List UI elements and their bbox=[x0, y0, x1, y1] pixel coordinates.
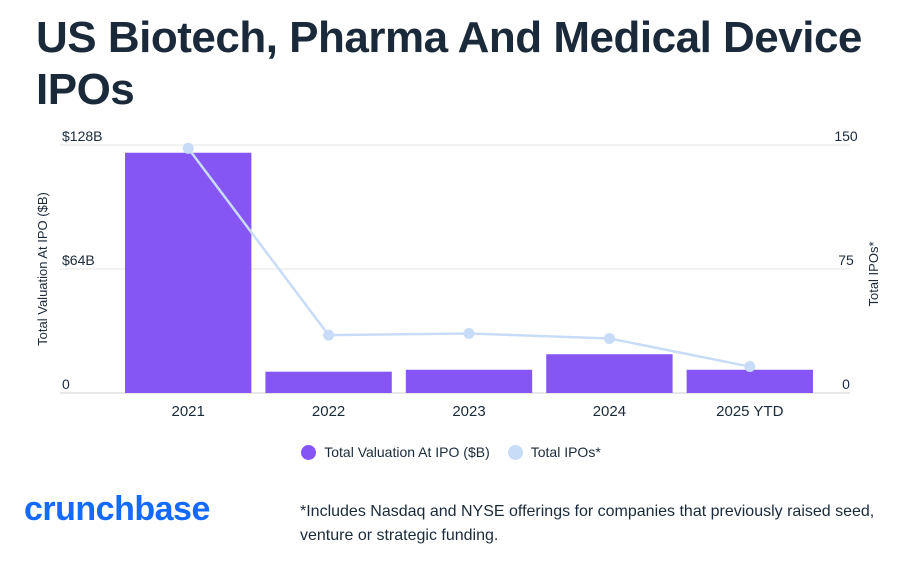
bar-2022 bbox=[265, 371, 392, 393]
footnote: *Includes Nasdaq and NYSE offerings for … bbox=[300, 503, 875, 544]
point-total-ipos-2024 bbox=[603, 332, 615, 344]
chart-title: US Biotech, Pharma And Medical Device IP… bbox=[36, 13, 862, 114]
bar-2021 bbox=[125, 152, 252, 393]
bar-2024 bbox=[546, 354, 673, 393]
x-tick-label: 2022 bbox=[312, 403, 345, 420]
point-total-ipos-2021 bbox=[182, 142, 194, 154]
legend: Total Valuation At IPO ($B) Total IPOs* bbox=[0, 444, 902, 460]
x-tick-label: 2023 bbox=[452, 403, 485, 420]
y-tick-label-right: 0 bbox=[842, 376, 850, 392]
legend-item-ipos: Total IPOs* bbox=[507, 444, 601, 460]
crunchbase-logo: crunchbase bbox=[24, 490, 210, 528]
point-total-ipos-2022 bbox=[323, 329, 335, 341]
point-total-ipos-2025-ytd bbox=[744, 361, 756, 373]
legend-swatch-ipos bbox=[507, 444, 523, 460]
y-tick-label-left: 0 bbox=[62, 376, 70, 392]
y-tick-label-left: $128B bbox=[62, 128, 102, 144]
y-axis-title-left: Total Valuation At IPO ($B) bbox=[35, 192, 50, 346]
x-tick-label: 2021 bbox=[172, 403, 205, 420]
legend-swatch-valuation bbox=[301, 444, 317, 460]
y-tick-label-left: $64B bbox=[62, 252, 95, 268]
bar-2023 bbox=[405, 369, 533, 393]
legend-item-valuation: Total Valuation At IPO ($B) bbox=[301, 444, 490, 460]
x-tick-label: 2024 bbox=[593, 403, 626, 420]
chart-svg: 0 $64B $128B 0 75 150 Total Valuation At IPO (… bbox=[35, 128, 881, 420]
legend-label-valuation: Total Valuation At IPO ($B) bbox=[324, 444, 490, 460]
x-tick-label: 2025 YTD bbox=[716, 403, 783, 420]
y-axis-title-right: Total IPOs* bbox=[866, 241, 881, 306]
legend-label-ipos: Total IPOs* bbox=[530, 444, 601, 460]
bar-2025-ytd bbox=[686, 369, 813, 393]
point-total-ipos-2023 bbox=[463, 327, 475, 339]
y-tick-label-right: 150 bbox=[834, 128, 858, 144]
y-tick-label-right: 75 bbox=[838, 252, 854, 268]
